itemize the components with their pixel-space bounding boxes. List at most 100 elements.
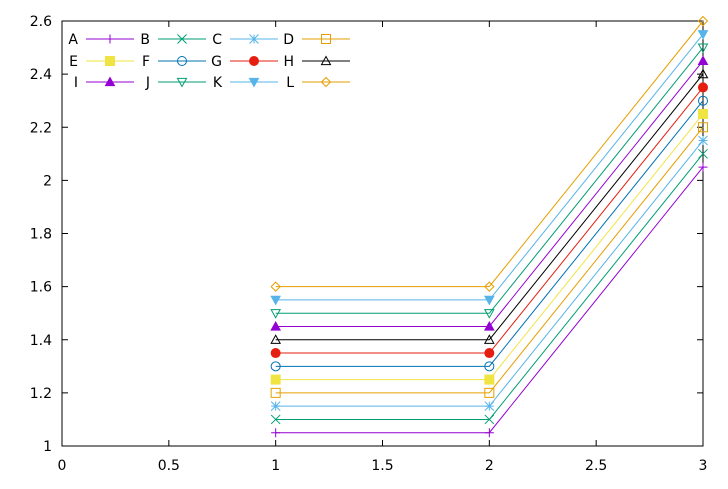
y-tick-label: 1 [43, 439, 52, 455]
data-point [697, 68, 709, 79]
y-tick-label: 2.6 [30, 14, 52, 30]
x-tick-label: 2 [485, 458, 494, 474]
data-point [698, 148, 708, 159]
legend-item: J [145, 75, 206, 91]
x-tick-label: 3 [699, 458, 708, 474]
data-point [270, 348, 281, 359]
legend-label: E [69, 54, 78, 70]
data-point [697, 15, 709, 27]
series-line [275, 100, 704, 367]
legend-swatch-marker [249, 34, 259, 44]
y-tick-label: 2.2 [30, 120, 52, 136]
series-layer [270, 15, 709, 438]
legend-item: E [69, 54, 134, 70]
series-J [270, 43, 709, 319]
x-tick-label: 1.5 [371, 458, 393, 474]
series-B [270, 148, 708, 425]
data-point [484, 361, 495, 372]
legend-item: K [213, 75, 278, 91]
legend-label: C [212, 32, 222, 48]
legend: A B C D E F G H I J K L [68, 32, 350, 91]
data-point [484, 414, 495, 425]
legend-swatch-marker [177, 56, 187, 66]
legend-item: F [142, 54, 206, 70]
legend-label: I [74, 75, 78, 91]
series-A [271, 162, 708, 438]
legend-item: G [211, 54, 278, 70]
data-point [484, 374, 495, 385]
series-E [270, 108, 708, 385]
x-tick-label: 0 [58, 458, 67, 474]
data-point [270, 281, 281, 292]
x-tick-label: 0.5 [158, 458, 180, 474]
data-point [270, 374, 281, 385]
series-line [275, 126, 704, 394]
legend-swatch-marker [320, 55, 332, 66]
legend-swatch-marker [104, 76, 116, 87]
legend-swatch-marker [249, 56, 259, 66]
data-point [270, 414, 281, 425]
y-tick-label: 2 [43, 173, 52, 189]
data-point [483, 320, 495, 331]
series-line [275, 73, 704, 341]
legend-label: K [213, 75, 223, 91]
y-tick-label: 1.6 [30, 280, 52, 296]
legend-label: B [140, 32, 150, 48]
y-axis: 1 1.2 1.4 1.6 1.8 2 2.2 2.4 2.6 [30, 14, 703, 455]
data-point [270, 320, 282, 331]
data-point [484, 387, 495, 398]
series-line [275, 20, 704, 288]
data-point [483, 334, 495, 344]
x-axis: 0 0.5 1 1.5 2 2.5 3 [58, 21, 708, 474]
legend-label: D [283, 32, 294, 48]
legend-label: L [286, 75, 294, 91]
series-D [270, 122, 708, 398]
legend-label: F [142, 54, 150, 70]
data-point [484, 348, 495, 359]
data-point [483, 309, 495, 319]
legend-swatch-marker [321, 34, 331, 44]
data-point [270, 387, 281, 398]
series-K [270, 30, 709, 306]
data-point [698, 122, 708, 133]
data-point [698, 95, 708, 106]
legend-label: G [211, 54, 222, 70]
data-point [697, 30, 709, 40]
data-point [484, 428, 494, 438]
data-point [270, 295, 282, 306]
legend-item: D [283, 32, 350, 48]
legend-label: H [283, 54, 294, 70]
series-L [270, 15, 709, 292]
legend-label: J [145, 75, 150, 91]
series-G [270, 82, 708, 359]
series-H [270, 68, 709, 344]
legend-swatch-marker [320, 76, 332, 88]
y-tick-label: 1.4 [30, 333, 52, 349]
data-point [270, 361, 281, 372]
series-I [270, 55, 709, 331]
data-point [483, 295, 495, 306]
legend-item: L [286, 75, 350, 91]
legend-label: A [68, 32, 78, 48]
legend-item: B [140, 32, 206, 48]
data-point [271, 428, 281, 438]
data-point [270, 334, 282, 344]
data-point [270, 309, 282, 319]
legend-swatch-marker [105, 56, 115, 66]
series-F [270, 95, 708, 372]
data-point [698, 162, 708, 172]
data-point [484, 281, 495, 292]
data-point [697, 55, 709, 65]
y-tick-label: 1.2 [30, 386, 52, 402]
legend-item: H [283, 54, 350, 70]
legend-item: I [74, 75, 134, 91]
series-line [275, 47, 704, 314]
legend-swatch-marker [105, 34, 115, 44]
y-tick-label: 2.4 [30, 67, 52, 83]
y-tick-label: 1.8 [30, 227, 52, 243]
data-point [697, 43, 709, 54]
data-point [484, 401, 495, 412]
legend-swatch-marker [177, 34, 187, 44]
data-point [698, 82, 708, 93]
